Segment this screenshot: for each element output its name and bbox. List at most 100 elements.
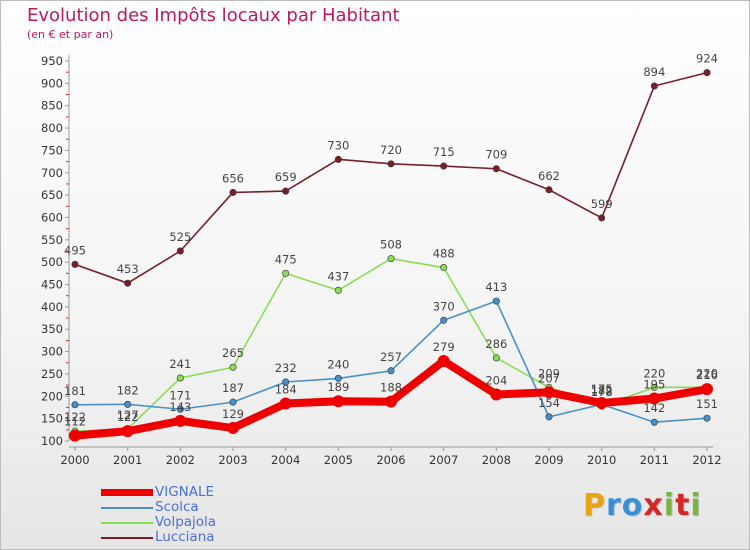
data-label-volpajola: 220	[696, 366, 718, 380]
data-point-lucciana	[440, 162, 448, 170]
data-label-lucciana: 662	[538, 169, 560, 183]
proxiti-logo: Proxiti	[583, 488, 702, 523]
data-point-volpajola	[387, 255, 395, 263]
data-point-vignale	[69, 429, 81, 442]
x-tick-label: 2004	[271, 453, 300, 467]
data-point-vignale	[121, 425, 134, 438]
data-point-scolca	[229, 398, 237, 406]
data-point-vignale	[543, 386, 555, 399]
data-point-lucciana	[176, 247, 184, 255]
data-label-lucciana: 656	[222, 171, 244, 185]
data-label-vignale: 143	[169, 400, 191, 414]
chart-title: Evolution des Impôts locaux par Habitant	[27, 5, 400, 26]
legend-label: Lucciana	[155, 529, 215, 545]
data-label-scolca: 370	[433, 299, 455, 313]
data-label-vignale: 189	[327, 380, 349, 394]
data-point-vignale	[279, 397, 292, 410]
data-point-volpajola	[176, 374, 184, 382]
data-label-vignale: 216	[696, 368, 718, 382]
legend-swatch	[101, 506, 153, 509]
data-label-lucciana: 709	[485, 148, 507, 162]
y-tick-label: 450	[41, 278, 63, 292]
data-label-scolca: 182	[591, 383, 613, 397]
x-tick-label: 2012	[692, 453, 721, 467]
legend-swatch	[101, 536, 153, 539]
data-label-volpajola: 241	[169, 357, 191, 371]
data-label-scolca: 142	[643, 401, 665, 415]
x-tick-label: 2011	[640, 453, 669, 467]
legend-label: Volpajola	[155, 514, 217, 530]
data-point-scolca	[176, 405, 184, 413]
data-point-scolca	[282, 378, 290, 386]
data-label-lucciana: 720	[380, 143, 402, 157]
logo-letter: i	[663, 488, 676, 523]
x-tick-label: 2000	[60, 453, 89, 467]
data-label-vignale: 122	[117, 410, 139, 424]
data-label-volpajola: 178	[591, 385, 613, 399]
data-point-volpajola	[229, 363, 237, 371]
data-point-lucciana	[492, 165, 500, 173]
x-tick-label: 2005	[324, 453, 353, 467]
data-label-volpajola: 508	[380, 238, 402, 252]
x-tick-label: 2007	[429, 453, 458, 467]
data-label-vignale: 129	[222, 407, 244, 421]
data-point-scolca	[71, 401, 79, 409]
data-label-volpajola: 265	[222, 346, 244, 360]
data-point-scolca	[334, 374, 342, 382]
legend-swatch	[101, 489, 153, 496]
data-label-vignale: 204	[485, 374, 507, 388]
x-tick-label: 2002	[166, 453, 195, 467]
data-point-lucciana	[334, 155, 342, 163]
x-tick-label: 2010	[587, 453, 616, 467]
data-label-scolca: 171	[169, 388, 191, 402]
data-point-lucciana	[703, 69, 711, 77]
y-tick-label: 650	[41, 188, 63, 202]
legend-item-lucciana: Lucciana	[101, 530, 216, 545]
data-point-scolca	[387, 367, 395, 375]
data-label-lucciana: 730	[327, 138, 349, 152]
data-label-lucciana: 715	[433, 145, 455, 159]
y-tick-label: 350	[41, 322, 63, 336]
data-label-volpajola: 127	[117, 408, 139, 422]
y-tick-label: 850	[41, 99, 63, 113]
y-tick-label: 900	[41, 76, 63, 90]
data-label-scolca: 154	[538, 396, 560, 410]
data-point-vignale	[648, 392, 661, 405]
data-point-scolca	[440, 316, 448, 324]
logo-letter: x	[643, 488, 664, 523]
x-tick-label: 2001	[113, 453, 142, 467]
logo-letter: t	[675, 488, 691, 523]
data-point-scolca	[545, 413, 553, 421]
data-label-volpajola: 122	[64, 410, 86, 424]
data-label-scolca: 232	[275, 361, 297, 375]
y-tick-label: 600	[41, 210, 63, 224]
x-tick-label: 2006	[376, 453, 405, 467]
y-tick-label: 800	[41, 121, 63, 135]
data-point-lucciana	[598, 214, 606, 222]
data-label-vignale: 279	[433, 340, 455, 354]
data-label-vignale: 188	[380, 381, 402, 395]
data-label-vignale: 175	[591, 382, 613, 396]
data-label-lucciana: 659	[275, 170, 297, 184]
data-label-lucciana: 924	[696, 52, 718, 66]
data-label-lucciana: 894	[643, 65, 665, 79]
data-label-scolca: 151	[696, 397, 718, 411]
data-label-volpajola: 286	[485, 337, 507, 351]
data-point-lucciana	[545, 186, 553, 194]
data-point-volpajola	[334, 286, 342, 294]
legend-item-vignale: VIGNALE	[101, 485, 216, 500]
y-tick-label: 400	[41, 300, 63, 314]
legend: VIGNALE Scolca Volpajola Lucciana	[101, 485, 216, 545]
data-label-lucciana: 453	[117, 262, 139, 276]
x-tick-label: 2008	[482, 453, 511, 467]
x-tick-label: 2009	[534, 453, 563, 467]
data-point-scolca	[492, 297, 500, 305]
data-label-volpajola: 475	[275, 252, 297, 266]
legend-label: VIGNALE	[155, 484, 215, 500]
y-tick-label: 500	[41, 255, 63, 269]
data-label-scolca: 181	[64, 384, 86, 398]
y-tick-label: 700	[41, 166, 63, 180]
legend-item-scolca: Scolca	[101, 500, 216, 515]
